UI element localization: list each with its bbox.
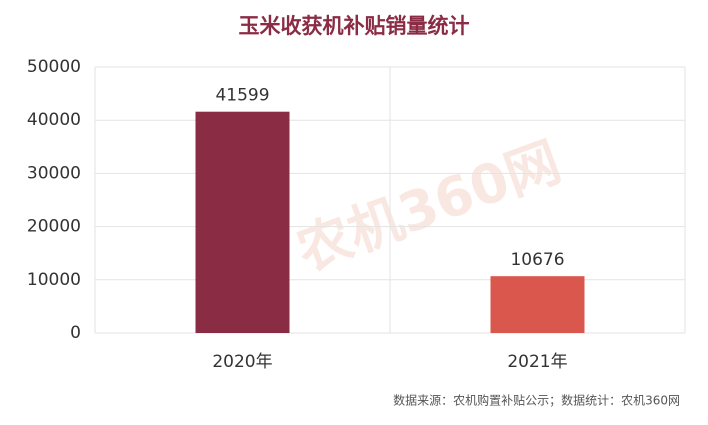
y-tick-label: 50000 — [27, 57, 81, 77]
bar — [195, 111, 290, 333]
data-label: 10676 — [510, 250, 564, 270]
y-tick-label: 10000 — [27, 270, 81, 290]
y-tick-label: 20000 — [27, 217, 81, 237]
bar — [490, 276, 585, 333]
y-tick-label: 30000 — [27, 163, 81, 183]
data-label: 41599 — [215, 86, 269, 106]
source-note: 数据来源：农机购置补贴公示；数据统计：农机360网 — [393, 393, 680, 408]
x-tick-label: 2021年 — [507, 352, 567, 372]
x-tick-label: 2020年 — [212, 352, 272, 372]
y-tick-label: 0 — [70, 323, 81, 343]
chart-title: 玉米收获机补贴销量统计 — [239, 14, 470, 38]
y-tick-label: 40000 — [27, 110, 81, 130]
